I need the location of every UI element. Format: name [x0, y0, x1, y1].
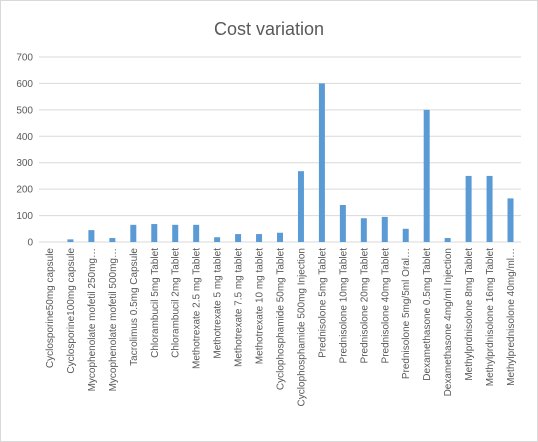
x-tick-label: Cyclosporine100mg capsule — [66, 248, 77, 374]
y-tick-label: 500 — [16, 105, 33, 116]
x-tick-label: Mycophenolate mofetil 500mg… — [108, 248, 119, 391]
gridlines — [39, 56, 521, 243]
x-tick-label: Prednisolone 20mg Tablet — [359, 248, 370, 364]
x-tick-label: Prednisolone 5mg/5ml Oral… — [401, 248, 412, 379]
bar — [109, 238, 116, 242]
y-tick-label: 0 — [27, 238, 33, 249]
x-tick-label: Mycophenolate mofetil 250mg… — [87, 248, 98, 391]
x-tick-label: Methotrexate 2.5 mg Tablet — [192, 248, 203, 369]
y-tick-label: 400 — [16, 132, 33, 143]
bar — [193, 224, 200, 242]
x-tick-label: Dexamethasone 4mg/ml Injection — [443, 248, 454, 396]
x-tick-label: Methylprdnisolone 16mg Tablet — [485, 248, 496, 386]
x-tick-label: Cyclophosphamide 50mg Tablet — [276, 248, 287, 390]
x-tick-label: Chlorambucil 2mg Tablet — [171, 248, 182, 358]
bar — [465, 175, 472, 242]
bar — [277, 232, 283, 242]
x-tick-label: Methotrexate 7.5 mg tablet — [234, 248, 245, 367]
y-axis-ticks: 0 100 200 300 400 500 600 700 — [16, 53, 33, 249]
bar — [423, 109, 430, 242]
bars — [67, 83, 514, 242]
chart-title: Cost variation — [214, 19, 324, 39]
bar — [297, 171, 304, 242]
bar — [235, 234, 242, 242]
y-tick-label: 300 — [16, 158, 33, 169]
x-tick-label: Methotrexate 5 mg tablet — [213, 248, 224, 359]
x-tick-label: Cyclosporine50mg capsule — [45, 248, 56, 369]
bar — [318, 83, 325, 242]
bar — [402, 228, 409, 242]
y-tick-label: 200 — [16, 185, 33, 196]
y-tick-label: 700 — [16, 53, 33, 64]
bar — [486, 175, 493, 242]
bar — [172, 224, 179, 242]
x-tick-label: Methylprednisolone 40mg/ml… — [506, 248, 517, 386]
bar — [151, 224, 158, 242]
bar — [130, 224, 137, 242]
bar — [360, 218, 367, 242]
x-axis-ticks: Cyclosporine50mg capsule Cyclosporine100m… — [45, 248, 517, 407]
bar — [444, 238, 451, 242]
x-tick-label: Chlorambucil 5mg Tablet — [150, 248, 161, 358]
x-tick-label: Methotrexate 10 mg tablet — [255, 248, 266, 364]
y-tick-label: 600 — [16, 79, 33, 90]
bar — [381, 216, 388, 242]
x-tick-label: Tacrolimus 0.5mg Capsule — [129, 248, 140, 366]
bar — [214, 237, 221, 242]
x-tick-label: Prednisolone 5mg Tablet — [317, 248, 328, 358]
y-tick-label: 100 — [16, 211, 33, 222]
x-tick-label: Prednisolone 10mg Tablet — [338, 248, 349, 364]
x-tick-label: Dexamethasone 0.5mg Tablet — [422, 248, 433, 381]
x-tick-label: Methylprdnisolone 8mg Tablet — [464, 248, 475, 381]
bar — [88, 230, 95, 242]
x-tick-label: Prednisolone 40mg Tablet — [380, 248, 391, 364]
bar — [507, 198, 514, 242]
bar — [67, 239, 74, 242]
bar — [339, 205, 346, 242]
bar — [256, 234, 263, 242]
x-tick-label: Cyclophosphamide 500mg Injection — [296, 248, 307, 406]
